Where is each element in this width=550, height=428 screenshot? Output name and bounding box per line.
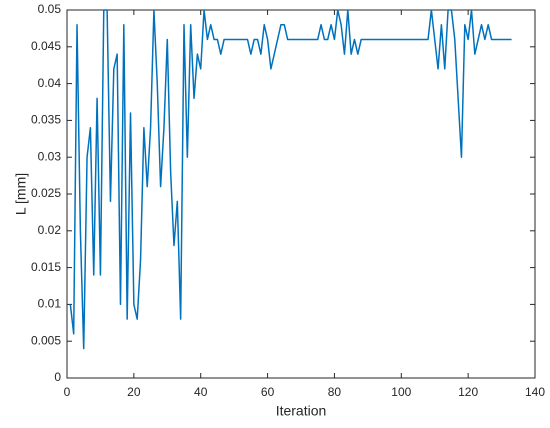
y-tick-label: 0.025 — [31, 186, 61, 200]
x-tick-label: 120 — [458, 385, 478, 399]
y-tick-label: 0.03 — [38, 149, 62, 163]
y-tick-label: 0.01 — [38, 297, 62, 311]
x-tick-label: 20 — [127, 385, 141, 399]
x-tick-label: 140 — [525, 385, 545, 399]
y-tick-label: 0.045 — [31, 39, 61, 53]
y-tick-label: 0.02 — [38, 223, 62, 237]
x-tick-label: 100 — [391, 385, 411, 399]
x-tick-label: 80 — [328, 385, 342, 399]
y-tick-label: 0 — [54, 370, 61, 384]
data-line — [69, 9, 512, 350]
y-tick-label: 0.005 — [31, 333, 61, 347]
x-tick-label: 0 — [64, 385, 71, 399]
y-tick-label: 0.015 — [31, 260, 61, 274]
y-axis-label: L [mm] — [13, 173, 29, 215]
y-tick-label: 0.05 — [38, 2, 62, 16]
x-tick-label: 40 — [194, 385, 208, 399]
x-axis-label: Iteration — [276, 403, 327, 419]
y-tick-label: 0.04 — [38, 76, 62, 90]
x-tick-label: 60 — [261, 385, 275, 399]
y-tick-label: 0.035 — [31, 113, 61, 127]
plot-frame — [66, 9, 536, 379]
